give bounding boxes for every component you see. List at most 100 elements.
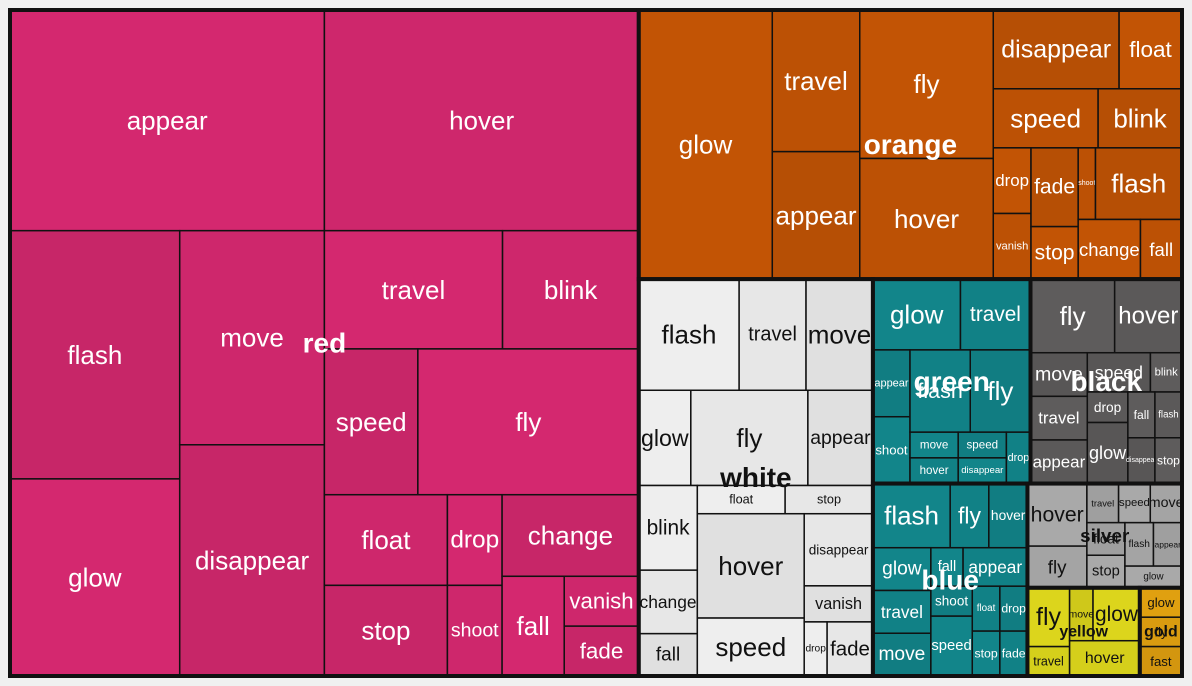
cell-white-fall[interactable] xyxy=(638,632,699,677)
cell-white-stop[interactable] xyxy=(784,484,874,515)
cell-black-drop[interactable] xyxy=(1086,391,1129,424)
cell-red-travel[interactable] xyxy=(323,229,504,350)
cell-red-shoot[interactable] xyxy=(446,584,503,677)
cell-green-shoot[interactable] xyxy=(872,415,911,485)
cell-green-fly[interactable] xyxy=(969,349,1032,433)
cell-red-move[interactable] xyxy=(178,229,326,446)
cell-green-hover[interactable] xyxy=(909,457,959,485)
cell-red-flash[interactable] xyxy=(9,229,181,480)
cell-red-stop[interactable] xyxy=(323,584,449,677)
cell-blue-fly[interactable] xyxy=(949,482,990,549)
cell-orange-speed[interactable] xyxy=(992,88,1099,149)
cell-blue-move[interactable] xyxy=(872,632,932,677)
cell-orange-float[interactable] xyxy=(1118,9,1183,90)
cell-white-vanish[interactable] xyxy=(803,585,874,623)
cell-white-drop[interactable] xyxy=(803,621,828,677)
cell-white-speed[interactable] xyxy=(696,617,805,677)
cell-black-disappear[interactable] xyxy=(1127,437,1156,485)
cell-blue-drop[interactable] xyxy=(999,585,1029,632)
cell-green-appear[interactable] xyxy=(872,349,911,418)
cell-black-hover[interactable] xyxy=(1113,278,1183,354)
cell-orange-fall[interactable] xyxy=(1139,218,1183,280)
cell-white-fly[interactable] xyxy=(690,389,809,487)
cell-green-speed[interactable] xyxy=(957,431,1008,459)
cell-orange-flash[interactable] xyxy=(1094,147,1183,221)
cell-blue-travel[interactable] xyxy=(872,589,932,634)
cell-green-disappear[interactable] xyxy=(957,457,1008,485)
cell-white-move[interactable] xyxy=(805,278,874,392)
cell-orange-stop[interactable] xyxy=(1030,225,1079,280)
cell-orange-shoot[interactable] xyxy=(1077,147,1097,221)
cell-silver-travel[interactable] xyxy=(1086,482,1120,524)
cell-red-blink[interactable] xyxy=(501,229,640,350)
cell-red-fall[interactable] xyxy=(501,575,565,677)
cell-yellow-glow[interactable] xyxy=(1092,587,1141,642)
cell-orange-fade[interactable] xyxy=(1030,147,1079,228)
cell-white-fade[interactable] xyxy=(826,621,874,677)
cell-black-travel[interactable] xyxy=(1029,395,1089,441)
cell-white-change[interactable] xyxy=(638,569,699,635)
cell-silver-hover[interactable] xyxy=(1026,482,1088,547)
cell-orange-change[interactable] xyxy=(1077,218,1142,280)
cell-silver-move[interactable] xyxy=(1149,482,1183,524)
cell-green-drop[interactable] xyxy=(1005,431,1032,485)
cell-blue-stop[interactable] xyxy=(971,630,1001,677)
cell-orange-disappear[interactable] xyxy=(992,9,1120,90)
cell-gold-fast[interactable] xyxy=(1139,645,1183,677)
cell-blue-float[interactable] xyxy=(971,585,1001,632)
cell-black-fall[interactable] xyxy=(1127,391,1156,439)
cell-white-blink[interactable] xyxy=(638,484,699,571)
cell-silver-flash[interactable] xyxy=(1124,521,1155,567)
cell-yellow-fly[interactable] xyxy=(1026,587,1071,648)
cell-orange-glow[interactable] xyxy=(638,9,774,280)
cell-blue-shoot[interactable] xyxy=(930,585,974,617)
cell-red-fade[interactable] xyxy=(563,625,640,677)
cell-blue-fade[interactable] xyxy=(999,630,1029,677)
cell-silver-glow[interactable] xyxy=(1124,565,1183,589)
cell-yellow-hover[interactable] xyxy=(1068,639,1141,677)
cell-gold-fly[interactable] xyxy=(1139,616,1183,648)
cell-white-glow[interactable] xyxy=(638,389,692,487)
cell-orange-appear[interactable] xyxy=(771,150,861,280)
cell-orange-blink[interactable] xyxy=(1097,88,1183,149)
cell-silver-appear[interactable] xyxy=(1152,521,1183,567)
cell-blue-glow[interactable] xyxy=(872,546,932,592)
cell-orange-travel[interactable] xyxy=(771,9,861,153)
cell-silver-float[interactable] xyxy=(1086,521,1126,556)
cell-red-appear[interactable] xyxy=(9,9,326,232)
cell-yellow-move[interactable] xyxy=(1068,587,1094,642)
cell-orange-vanish[interactable] xyxy=(992,212,1032,280)
cell-yellow-travel[interactable] xyxy=(1026,645,1071,677)
cell-white-appear[interactable] xyxy=(807,389,874,487)
cell-black-appear[interactable] xyxy=(1029,439,1089,485)
cell-blue-speed[interactable] xyxy=(930,615,974,677)
cell-black-fly[interactable] xyxy=(1029,278,1116,354)
cell-white-disappear[interactable] xyxy=(803,512,874,587)
cell-red-vanish[interactable] xyxy=(563,575,640,627)
cell-white-float[interactable] xyxy=(696,484,786,515)
cell-gold-glow[interactable] xyxy=(1139,587,1183,618)
cell-blue-appear[interactable] xyxy=(962,546,1029,587)
cell-black-glow[interactable] xyxy=(1086,421,1129,485)
cell-green-glow[interactable] xyxy=(872,278,962,351)
cell-black-speed[interactable] xyxy=(1086,351,1152,393)
cell-blue-flash[interactable] xyxy=(872,482,951,549)
cell-blue-fall[interactable] xyxy=(930,546,964,587)
cell-white-travel[interactable] xyxy=(738,278,807,392)
cell-silver-stop[interactable] xyxy=(1086,554,1126,589)
cell-green-travel[interactable] xyxy=(959,278,1032,351)
cell-red-drop[interactable] xyxy=(446,493,503,587)
cell-silver-fly[interactable] xyxy=(1026,545,1088,589)
cell-black-move[interactable] xyxy=(1029,351,1089,398)
cell-blue-hover[interactable] xyxy=(988,482,1029,549)
cell-black-stop[interactable] xyxy=(1154,437,1183,485)
cell-silver-speed[interactable] xyxy=(1117,482,1152,524)
cell-black-flash[interactable] xyxy=(1154,391,1183,439)
cell-red-glow[interactable] xyxy=(9,478,181,677)
cell-red-disappear[interactable] xyxy=(178,444,326,677)
cell-red-change[interactable] xyxy=(501,493,640,578)
cell-black-blink[interactable] xyxy=(1149,351,1183,393)
cell-white-flash[interactable] xyxy=(638,278,740,392)
cell-red-hover[interactable] xyxy=(323,9,640,232)
cell-red-speed[interactable] xyxy=(323,348,419,496)
